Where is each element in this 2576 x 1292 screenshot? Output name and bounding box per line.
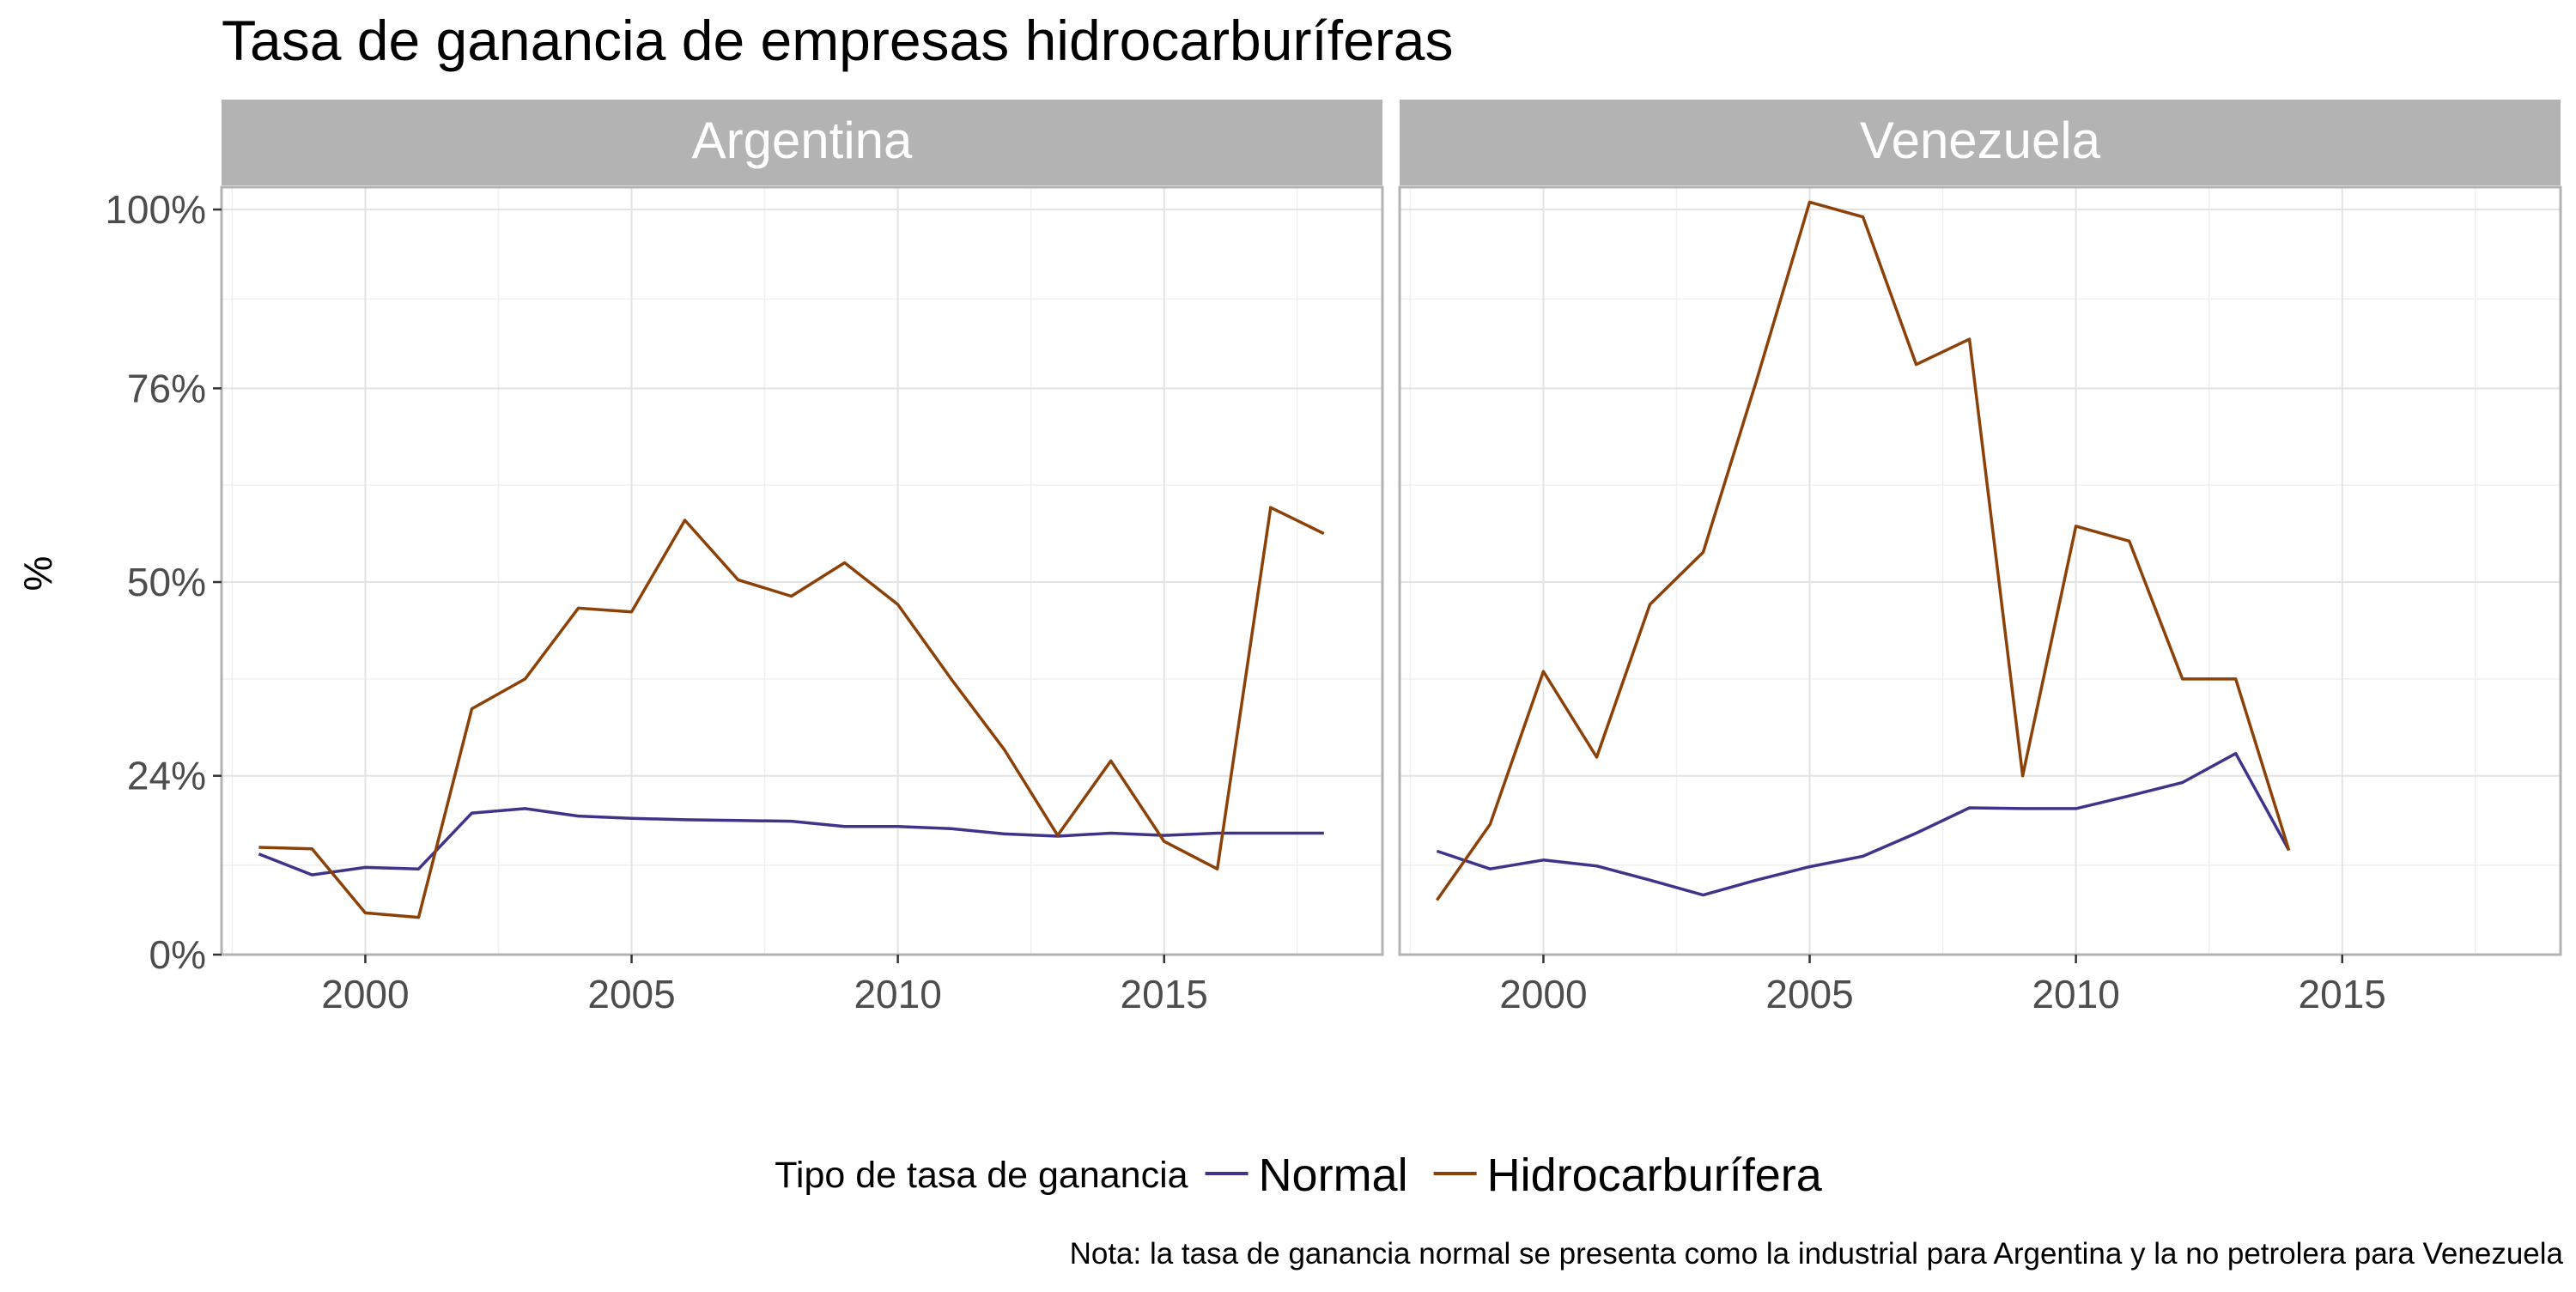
series-line-argentina-hidrocarburifera (258, 506, 1325, 919)
y-tick-label-50-: 50% (127, 560, 206, 604)
y-axis-label: % (15, 556, 60, 591)
panel-venezuela: Venezuela 2000 2005 2010 2015 (1398, 100, 2562, 1016)
chart-caption: Nota: la tasa de ganancia normal se pres… (1070, 1237, 2564, 1271)
x-tick-label-venezuela-2000: 2000 (1499, 972, 1587, 1016)
chart-title: Tasa de ganancia de empresas hidrocarbur… (222, 9, 1454, 72)
x-tick-label-argentina-2010: 2010 (854, 972, 941, 1016)
y-tick-label-0-: 0% (149, 932, 206, 977)
y-tick-label-76-: 76% (127, 366, 206, 410)
panel-border-venezuela (1398, 185, 2562, 956)
x-tick-label-argentina-2005: 2005 (587, 972, 675, 1016)
panel-argentina: Argentina 2000 2005 2010 2015 0% 24% 50% 76% 100% (105, 100, 1384, 1016)
legend-title: Tipo de tasa de ganancia (775, 1155, 1188, 1196)
series-line-venezuela-normal (1436, 751, 2291, 897)
strip-venezuela (1400, 100, 2561, 185)
x-tick-label-venezuela-2005: 2005 (1765, 972, 1853, 1016)
legend: Tipo de tasa de ganancia Normal Hidrocar… (775, 1149, 1822, 1201)
x-tick-label-argentina-2000: 2000 (321, 972, 409, 1016)
strip-label-argentina: Argentina (692, 112, 913, 169)
panels: Argentina 2000 2005 2010 2015 0% 24% 50% 76% 100%… (105, 100, 2562, 1016)
x-tick-label-argentina-2015: 2015 (1121, 972, 1208, 1016)
y-tick-label-24-: 24% (127, 754, 206, 798)
y-tick-label-100-: 100% (105, 187, 206, 232)
strip-label-venezuela: Venezuela (1860, 112, 2101, 169)
strip-argentina (222, 100, 1382, 185)
legend-label-normal: Normal (1259, 1149, 1408, 1201)
legend-label-hidrocarburifera: Hidrocarburífera (1487, 1149, 1823, 1201)
x-tick-label-venezuela-2015: 2015 (2299, 972, 2386, 1016)
x-tick-label-venezuela-2010: 2010 (2032, 972, 2119, 1016)
panel-border-argentina (220, 185, 1384, 956)
series-line-venezuela-hidrocarburifera (1435, 200, 2291, 901)
